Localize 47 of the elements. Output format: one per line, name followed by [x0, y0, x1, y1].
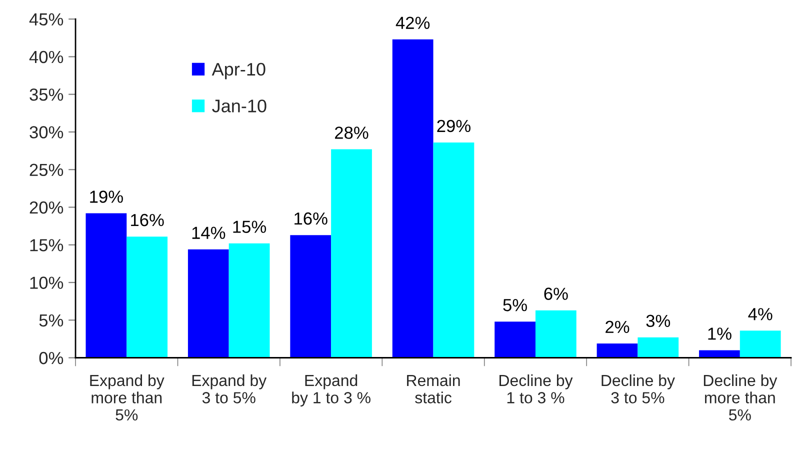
data-label: 16%	[131, 214, 164, 226]
data-label: 2%	[606, 320, 630, 334]
bar	[596, 343, 638, 358]
data-label: 4%	[748, 308, 772, 320]
legend-label: Apr-10	[212, 62, 266, 80]
bar	[188, 249, 229, 358]
bar	[392, 39, 434, 358]
y-tick-label: 0%	[39, 352, 64, 364]
x-tick-label: Decline by more than 5%	[704, 374, 778, 421]
x-tick-label: Decline by 1 to 3 %	[500, 374, 573, 404]
x-tick-label: Expand by 3 to 5%	[192, 374, 267, 404]
y-tick-label: 20%	[30, 201, 64, 214]
x-tick-label: Decline by 3 to 5%	[602, 374, 675, 404]
data-label: 14%	[192, 226, 226, 239]
y-tick-label: 5%	[39, 314, 64, 327]
data-label: 28%	[335, 126, 368, 139]
bar	[535, 310, 576, 358]
y-tick-label: 25%	[30, 164, 64, 176]
data-label: 5%	[503, 299, 527, 312]
x-tick-label: Expand by 1 to 3 %	[292, 374, 370, 407]
bar	[494, 322, 536, 358]
bar	[86, 213, 127, 358]
data-label: 29%	[437, 120, 470, 132]
bar	[638, 337, 679, 358]
y-tick-label: 30%	[30, 126, 64, 138]
data-label: 42%	[396, 16, 430, 29]
data-label: 1%	[708, 328, 732, 340]
y-tick-label: 15%	[30, 239, 64, 252]
x-tick-label: Remain static	[407, 374, 460, 404]
bar	[433, 142, 474, 358]
bar	[331, 149, 372, 358]
y-tick-label: 35%	[30, 88, 64, 101]
bar	[740, 330, 781, 358]
bar	[228, 243, 270, 358]
x-tick-label: Expand by more than 5%	[90, 374, 164, 421]
y-tick-label: 40%	[29, 50, 64, 64]
data-label: 19%	[90, 190, 123, 203]
legend-label: Jan-10	[212, 100, 266, 112]
bar	[290, 235, 332, 358]
data-label: 16%	[294, 212, 328, 225]
bar	[126, 236, 168, 358]
y-tick-label: 10%	[30, 276, 64, 289]
data-label: 3%	[646, 314, 670, 328]
data-label: 6%	[544, 288, 568, 300]
y-tick-label: 45%	[29, 13, 64, 26]
data-label: 15%	[233, 220, 266, 233]
bar	[699, 350, 740, 358]
